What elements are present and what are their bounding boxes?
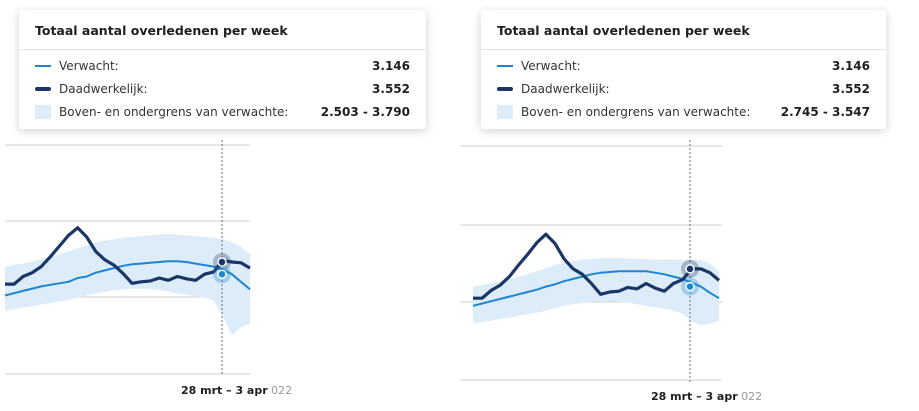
tooltip-row-actual: Daadwerkelijk: 3.552 — [19, 77, 426, 100]
tooltip-row-band: Boven- en ondergrens van verwachte: 2.74… — [481, 100, 886, 123]
expected-line — [472, 270, 720, 307]
tooltip-label-band: Boven- en ondergrens van verwachte: — [59, 104, 289, 119]
date-label-bold: 28 mrt – 3 apr — [651, 390, 738, 403]
tooltip-value-actual: 3.552 — [832, 81, 870, 96]
expected-range-band — [5, 233, 250, 335]
expected-swatch — [35, 64, 51, 67]
expected-point[interactable] — [217, 269, 227, 279]
tooltip-label-expected: Verwacht: — [59, 58, 119, 73]
tooltip-value-band: 2.503 - 3.790 — [320, 104, 410, 119]
expected-line — [4, 260, 251, 297]
actual-swatch — [497, 86, 513, 91]
date-label-faded: 022 — [271, 384, 293, 397]
chart-tooltip-left: Totaal aantal overledenen per week Verwa… — [19, 10, 426, 129]
tooltip-title: Totaal aantal overledenen per week — [19, 10, 426, 50]
chart-panel-right: Totaal aantal overledenen per week Verwa… — [460, 0, 919, 411]
actual-point[interactable] — [685, 264, 695, 274]
band-swatch — [35, 104, 51, 119]
tooltip-label-actual: Daadwerkelijk: — [59, 81, 148, 96]
expected-swatch — [497, 64, 513, 67]
date-label-bold: 28 mrt – 3 apr — [181, 384, 268, 397]
band-swatch — [497, 104, 513, 119]
actual-line — [473, 232, 721, 300]
tooltip-label-band: Boven- en ondergrens van verwachte: — [521, 104, 751, 119]
tooltip-value-band: 2.745 - 3.547 — [780, 104, 870, 119]
tooltip-label-actual: Daadwerkelijk: — [521, 81, 610, 96]
tooltip-title: Totaal aantal overledenen per week — [481, 10, 886, 50]
tooltip-row-expected: Verwacht: 3.146 — [19, 54, 426, 77]
chart-plot-right[interactable] — [460, 0, 919, 411]
actual-point[interactable] — [217, 257, 227, 267]
chart-panel-left: Totaal aantal overledenen per week Verwa… — [0, 0, 459, 411]
chart-tooltip-right: Totaal aantal overledenen per week Verwa… — [481, 10, 886, 129]
actual-swatch — [35, 86, 51, 91]
tooltip-value-expected: 3.146 — [832, 58, 870, 73]
tooltip-row-expected: Verwacht: 3.146 — [481, 54, 886, 77]
tooltip-label-expected: Verwacht: — [521, 58, 581, 73]
tooltip-value-actual: 3.552 — [372, 81, 410, 96]
date-label-faded: 022 — [741, 390, 763, 403]
expected-point[interactable] — [685, 281, 695, 292]
expected-range-band — [473, 258, 719, 326]
chart-plot-left[interactable] — [0, 0, 459, 411]
tooltip-row-actual: Daadwerkelijk: 3.552 — [481, 77, 886, 100]
tooltip-row-band: Boven- en ondergrens van verwachte: 2.50… — [19, 100, 426, 123]
tooltip-value-expected: 3.146 — [372, 58, 410, 73]
x-axis-date-label-left: 28 mrt – 3 apr 022 — [181, 384, 292, 397]
x-axis-date-label-right: 28 mrt – 3 apr 022 — [651, 390, 762, 403]
actual-line — [5, 226, 251, 286]
